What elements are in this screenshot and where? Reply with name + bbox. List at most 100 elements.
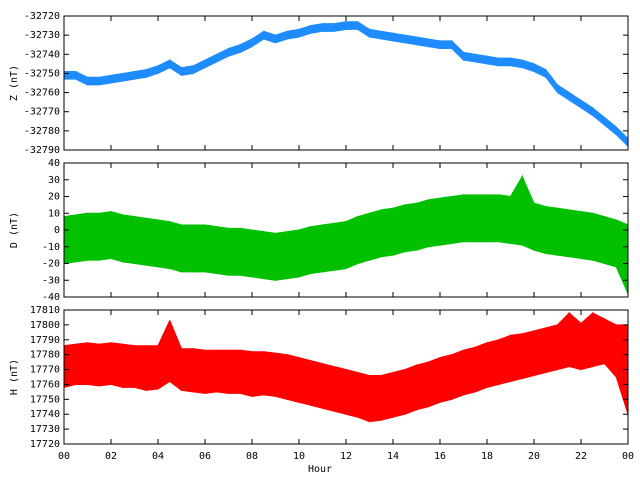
band-segment xyxy=(615,219,629,294)
band-segment xyxy=(404,364,417,415)
band-segment xyxy=(134,69,147,80)
band-segment xyxy=(181,224,194,273)
x-tick-label: 16 xyxy=(434,451,446,462)
band-segment xyxy=(521,330,535,380)
band-segment xyxy=(380,207,394,258)
band-segment xyxy=(369,375,382,423)
band-segment xyxy=(251,229,265,280)
band-segment xyxy=(192,224,206,273)
x-tick-label: 04 xyxy=(152,451,164,462)
band-segment xyxy=(427,356,441,408)
band-segment xyxy=(615,125,629,148)
band-segment xyxy=(463,51,476,63)
band-segment xyxy=(521,176,535,251)
y-tick-label: 20 xyxy=(48,192,60,203)
x-tick-label: 20 xyxy=(528,451,540,462)
y-tick-label: -40 xyxy=(42,292,60,303)
band-segment xyxy=(145,65,159,78)
band-segment xyxy=(169,220,182,273)
band-segment xyxy=(427,197,441,248)
band-segment xyxy=(204,224,218,275)
y-tick-label: 17800 xyxy=(30,320,60,331)
band-segment xyxy=(568,91,582,109)
band-segment xyxy=(110,342,124,389)
band-segment xyxy=(392,32,406,44)
band-segment xyxy=(486,55,500,67)
band-segment xyxy=(533,202,547,255)
band-segment xyxy=(439,354,453,403)
band-segment xyxy=(369,28,382,40)
band-segment xyxy=(604,318,617,379)
y-axis-label: Z (nT) xyxy=(9,65,20,101)
band-segment xyxy=(439,195,453,246)
band-segment xyxy=(510,57,523,69)
band-segment xyxy=(474,342,488,393)
band-segment xyxy=(122,343,135,388)
band-segment xyxy=(545,324,558,374)
band-segment xyxy=(463,194,476,243)
band-segment xyxy=(263,30,276,44)
band-segment xyxy=(251,351,265,397)
band-segment xyxy=(451,349,464,401)
band-segment xyxy=(275,30,288,44)
y-tick-label: 17720 xyxy=(30,439,60,450)
band-segment xyxy=(333,365,347,415)
band-segment xyxy=(416,361,429,411)
y-tick-label: 17780 xyxy=(30,350,60,361)
band-segment xyxy=(510,174,523,246)
band-segment xyxy=(580,210,594,261)
band-segment xyxy=(157,320,171,390)
band-segment xyxy=(110,72,124,84)
y-tick-label: 17810 xyxy=(30,305,60,316)
band-segment xyxy=(345,215,359,270)
band-segment xyxy=(333,21,347,32)
band-segment xyxy=(251,30,265,48)
y-axis-label: H (nT) xyxy=(9,359,20,395)
band-segment xyxy=(404,34,417,46)
y-tick-label: 17750 xyxy=(30,394,60,405)
band-segment xyxy=(498,57,511,67)
band-segment xyxy=(157,219,171,270)
band-segment xyxy=(392,368,406,418)
band-segment xyxy=(439,40,453,50)
y-tick-label: 0 xyxy=(54,225,60,236)
band-segment xyxy=(239,227,253,278)
band-segment xyxy=(357,212,370,265)
band-segment xyxy=(463,346,476,396)
band-segment xyxy=(98,210,112,261)
band-segment xyxy=(345,368,359,418)
y-tick-label: 10 xyxy=(48,208,60,219)
band-segment xyxy=(322,23,335,32)
band-segment xyxy=(181,348,194,393)
band-segment xyxy=(286,354,300,403)
band-segment xyxy=(533,327,547,377)
band-segment xyxy=(134,345,147,392)
band-segment xyxy=(87,76,100,86)
band-segment xyxy=(322,362,335,412)
band-segment xyxy=(474,53,488,65)
band-segment xyxy=(204,349,218,394)
y-tick-label: 30 xyxy=(48,175,60,186)
y-tick-label: -10 xyxy=(42,242,60,253)
band-segment xyxy=(521,59,535,73)
band-segment xyxy=(533,63,547,79)
x-tick-label: 00 xyxy=(58,451,70,462)
band-segment xyxy=(145,217,159,268)
band-segment xyxy=(498,194,511,244)
band-segment xyxy=(286,28,300,40)
band-segment xyxy=(545,205,558,256)
band-segment xyxy=(75,212,88,263)
band-segment xyxy=(592,212,605,265)
y-tick-label: -32770 xyxy=(24,107,60,118)
band-segment xyxy=(263,231,276,281)
band-segment xyxy=(592,106,605,127)
y-tick-label: -30 xyxy=(42,275,60,286)
band-segment xyxy=(169,320,182,392)
band-segment xyxy=(228,44,241,57)
band-segment xyxy=(545,68,558,95)
band-segment xyxy=(404,202,417,253)
x-tick-label: 12 xyxy=(340,451,352,462)
band-segment xyxy=(451,39,464,62)
y-tick-label: -32750 xyxy=(24,68,60,79)
x-tick-label: 18 xyxy=(481,451,493,462)
